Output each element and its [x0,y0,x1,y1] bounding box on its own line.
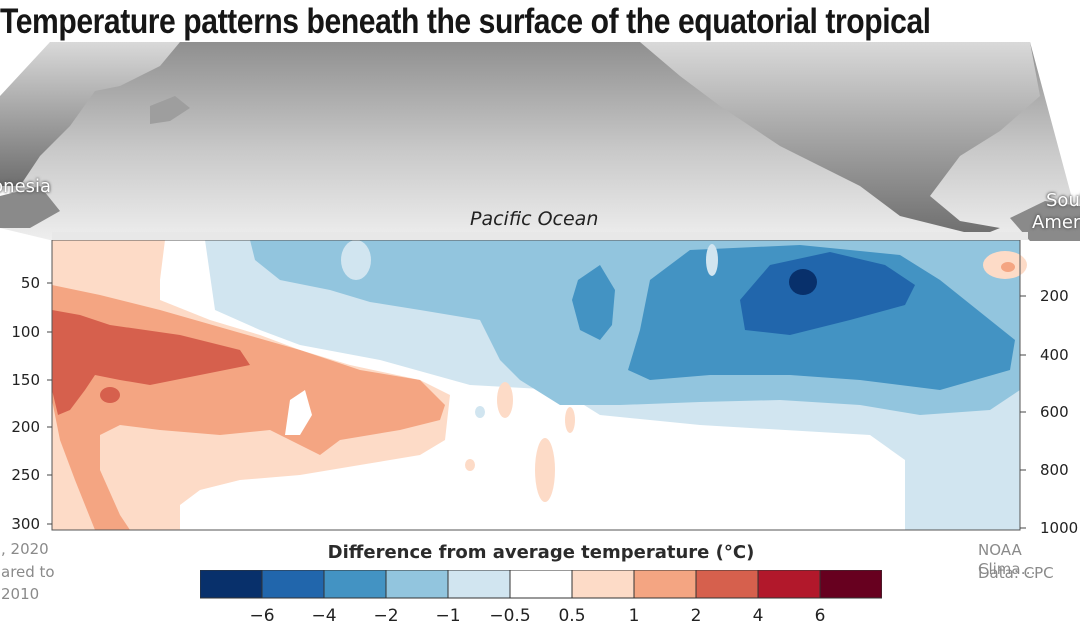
anomaly-contour-red [52,310,250,415]
indonesia-landmass [0,186,60,228]
anomaly-spot-white-1 [285,390,312,435]
temperature-anomaly-plot [47,240,1027,531]
legend-swatch [695,570,759,599]
legend-label: −0.5 [489,606,531,626]
legend-swatch [633,570,697,599]
pacific-basemap [0,42,1080,241]
south-america-landmass [1010,201,1080,241]
anomaly-spot-white-2 [100,387,120,403]
anomaly-contour-blue-small [572,265,615,340]
legend-swatch [261,570,325,599]
ocean-label: Pacific Ocean [470,208,599,230]
right-tick-label-600: 600 [1040,403,1069,421]
japan-landmass [150,96,190,124]
anomaly-contour-darkest-blue [789,269,817,295]
legend-label: −1 [435,606,461,626]
legend-swatch [571,570,635,599]
legend-swatch [757,570,821,599]
left-tick-label-250: 250 [11,466,40,484]
left-tick-label-100: 100 [11,323,40,341]
anomaly-spot-light-1 [706,244,718,276]
anomaly-spot-blue-1 [475,406,485,418]
anomaly-spot-pink-2 [535,438,555,502]
right-tick-label-200: 200 [1040,287,1069,305]
left-tick-label-200: 200 [11,418,40,436]
legend-swatch [447,570,511,599]
color-legend [200,570,882,599]
region-label-south-america: South [1046,190,1080,211]
left-tick-label-150: 150 [11,371,40,389]
page-title: Temperature patterns beneath the surface… [0,2,929,41]
legend-label: −6 [249,606,275,626]
legend-swatch [200,570,263,599]
legend-swatch [509,570,573,599]
anomaly-contour-dark-blue [740,252,915,335]
legend-label: 1 [628,606,640,626]
footer-credit-line-2: Data: CPC [978,564,1054,582]
right-tick-label-400: 400 [1040,346,1069,364]
anomaly-spot-pink-1 [497,382,513,418]
legend-label: −4 [311,606,337,626]
legend-swatch [819,570,882,599]
left-axis-ticks [47,282,52,525]
anomaly-spot-pink-4 [465,459,475,471]
legend-swatch [385,570,449,599]
legend-swatch [323,570,387,599]
footer-date-line-1: …, 2020 [0,540,49,558]
left-tick-label-50: 50 [20,274,40,292]
anomaly-spot-warm-edge-core [1001,262,1015,272]
right-tick-label-800: 800 [1040,461,1069,479]
footer-date-line-2: …ared to [0,563,55,581]
anomaly-spot-light-2 [341,240,371,280]
anomaly-spot-pink-3 [565,407,575,433]
legend-label: 6 [814,606,826,626]
right-tick-label-1000: 1000 [1040,519,1079,537]
right-axis-ticks [1020,295,1026,529]
region-label-indonesia: Indonesia [0,176,52,197]
north-america-landmass [640,42,1040,236]
legend-label: 2 [690,606,702,626]
legend-title: Difference from average temperature (°C) [327,542,755,563]
footer-date-line-3: …2010 [0,585,40,603]
footer-credit-line-1: NOAA Clima… [978,541,1036,578]
legend-label: 4 [752,606,764,626]
region-label-south-america-2: America [1032,212,1080,233]
asia-landmass [0,42,180,186]
plot-top-edge [52,232,1028,240]
legend-label: 0.5 [558,606,586,626]
legend-label: −2 [373,606,399,626]
plot-frame [51,240,1021,531]
left-tick-label-300: 300 [11,515,40,533]
